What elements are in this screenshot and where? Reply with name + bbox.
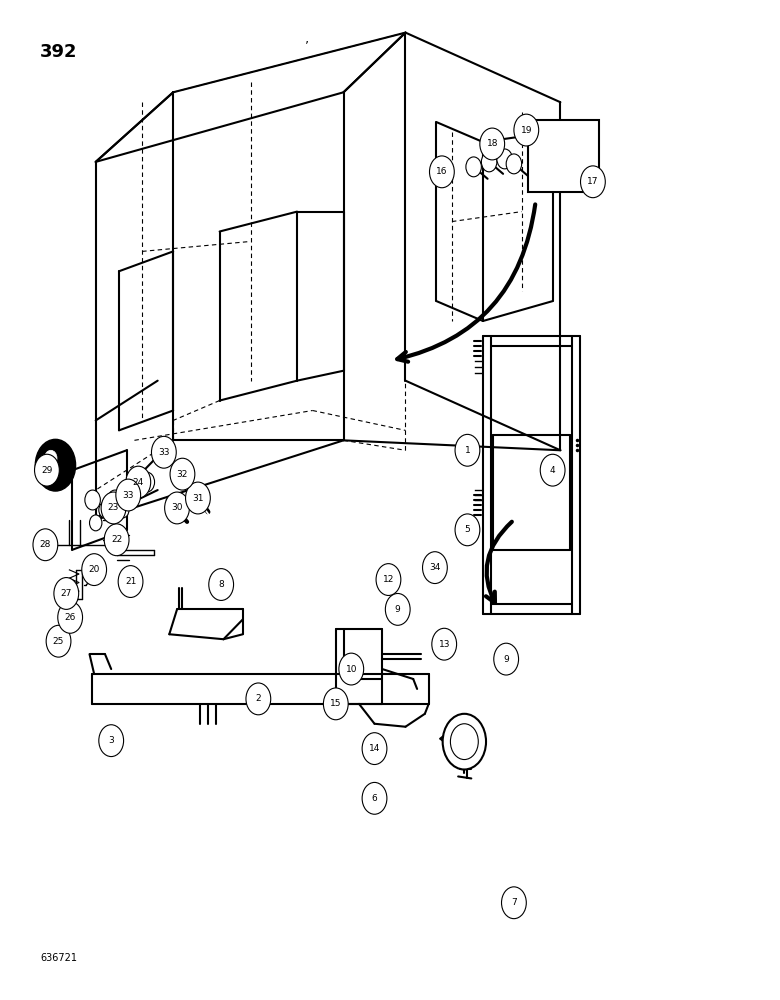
Circle shape bbox=[35, 439, 76, 491]
Text: 33: 33 bbox=[122, 491, 134, 500]
Circle shape bbox=[209, 569, 233, 600]
Circle shape bbox=[514, 114, 539, 146]
Text: 33: 33 bbox=[158, 448, 169, 457]
Circle shape bbox=[151, 436, 176, 468]
Circle shape bbox=[455, 434, 480, 466]
Circle shape bbox=[82, 554, 107, 586]
Text: 10: 10 bbox=[346, 665, 357, 674]
Text: 22: 22 bbox=[111, 535, 122, 544]
Text: 23: 23 bbox=[108, 503, 119, 512]
Circle shape bbox=[450, 724, 478, 760]
Text: 34: 34 bbox=[429, 563, 441, 572]
Circle shape bbox=[34, 454, 59, 486]
Text: 14: 14 bbox=[369, 744, 380, 753]
Circle shape bbox=[580, 166, 605, 198]
Circle shape bbox=[33, 529, 58, 561]
Circle shape bbox=[423, 552, 447, 584]
Circle shape bbox=[385, 593, 410, 625]
Text: 18: 18 bbox=[487, 139, 498, 148]
Text: 2: 2 bbox=[256, 694, 261, 703]
Text: 16: 16 bbox=[436, 167, 448, 176]
Circle shape bbox=[497, 149, 512, 169]
Text: 29: 29 bbox=[41, 466, 52, 475]
Circle shape bbox=[376, 564, 401, 595]
Circle shape bbox=[455, 514, 480, 546]
Circle shape bbox=[105, 524, 129, 556]
Text: 9: 9 bbox=[503, 655, 509, 664]
Circle shape bbox=[186, 482, 211, 514]
Circle shape bbox=[126, 466, 151, 498]
Circle shape bbox=[58, 601, 83, 633]
Circle shape bbox=[108, 490, 122, 510]
Text: 17: 17 bbox=[587, 177, 599, 186]
Circle shape bbox=[362, 733, 387, 765]
Circle shape bbox=[54, 578, 79, 609]
Circle shape bbox=[90, 515, 102, 531]
Text: 27: 27 bbox=[61, 589, 72, 598]
Text: 1: 1 bbox=[465, 446, 470, 455]
Text: 30: 30 bbox=[172, 503, 183, 512]
Circle shape bbox=[119, 566, 143, 597]
Circle shape bbox=[502, 887, 526, 919]
Text: 25: 25 bbox=[53, 637, 64, 646]
Circle shape bbox=[443, 714, 486, 769]
Circle shape bbox=[116, 479, 140, 511]
Circle shape bbox=[430, 156, 454, 188]
Text: 31: 31 bbox=[192, 494, 204, 503]
Circle shape bbox=[117, 502, 129, 518]
Circle shape bbox=[339, 653, 363, 685]
Circle shape bbox=[99, 502, 112, 518]
Text: 5: 5 bbox=[465, 525, 470, 534]
Text: 392: 392 bbox=[40, 43, 77, 61]
Circle shape bbox=[506, 154, 522, 174]
Text: 12: 12 bbox=[383, 575, 394, 584]
Circle shape bbox=[480, 128, 505, 160]
Text: 7: 7 bbox=[511, 898, 517, 907]
Text: 13: 13 bbox=[438, 640, 450, 649]
Text: 28: 28 bbox=[40, 540, 51, 549]
FancyBboxPatch shape bbox=[528, 120, 599, 192]
Circle shape bbox=[170, 458, 195, 490]
Text: 20: 20 bbox=[88, 565, 100, 574]
Text: 24: 24 bbox=[133, 478, 144, 487]
Text: 26: 26 bbox=[65, 613, 76, 622]
Circle shape bbox=[494, 643, 519, 675]
Circle shape bbox=[101, 492, 126, 524]
Text: 21: 21 bbox=[125, 577, 136, 586]
Circle shape bbox=[466, 157, 481, 177]
Text: 19: 19 bbox=[520, 126, 532, 135]
Circle shape bbox=[362, 782, 387, 814]
Circle shape bbox=[324, 688, 348, 720]
Circle shape bbox=[165, 492, 190, 524]
Text: 636721: 636721 bbox=[40, 953, 77, 963]
Circle shape bbox=[99, 725, 123, 757]
Text: 6: 6 bbox=[371, 794, 378, 803]
Circle shape bbox=[481, 152, 497, 172]
Circle shape bbox=[432, 628, 456, 660]
Text: 32: 32 bbox=[177, 470, 188, 479]
Circle shape bbox=[85, 490, 101, 510]
Text: 9: 9 bbox=[395, 605, 401, 614]
Text: 15: 15 bbox=[330, 699, 342, 708]
Text: ’: ’ bbox=[305, 40, 309, 53]
Text: 4: 4 bbox=[550, 466, 555, 475]
Text: 3: 3 bbox=[108, 736, 114, 745]
Text: 8: 8 bbox=[218, 580, 224, 589]
Circle shape bbox=[44, 450, 57, 466]
Circle shape bbox=[246, 683, 271, 715]
Circle shape bbox=[139, 472, 154, 492]
Circle shape bbox=[46, 625, 71, 657]
Circle shape bbox=[541, 454, 565, 486]
